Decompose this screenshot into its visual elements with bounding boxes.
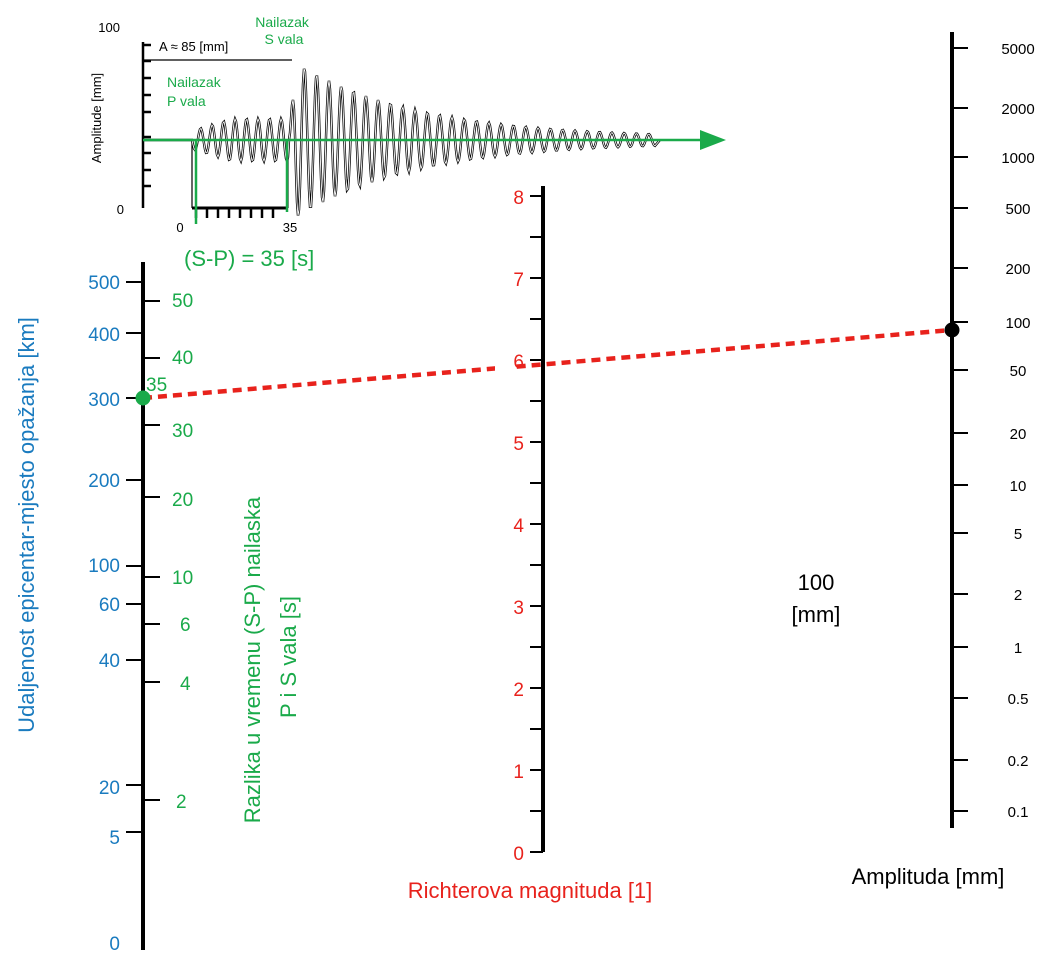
distance-tick-label: 200 xyxy=(88,471,120,492)
magnitude-tick-label: 1 xyxy=(513,762,524,783)
amplitude-tick-label: 10 xyxy=(1010,478,1027,495)
s-wave-label-line-1: Nailazak xyxy=(255,14,310,30)
amplitude-tick-label: 100 xyxy=(1005,315,1030,332)
amplitude-reading-unit: [mm] xyxy=(792,602,841,627)
magnitude-tick-label: 3 xyxy=(513,598,524,619)
amplitude-tick-label: 5 xyxy=(1014,526,1022,543)
amplitude-tick-label: 2000 xyxy=(1001,101,1034,118)
sp-tick-label: 50 xyxy=(172,291,193,312)
amplitude-tick-label: 1 xyxy=(1014,640,1022,657)
inset-x-start-label: 0 xyxy=(176,220,183,235)
sp-tick-label: 40 xyxy=(172,348,193,369)
sp-tick-labels: 50 40 30 20 10 6 4 2 xyxy=(172,291,193,813)
amplitude-scale-title: Amplituda [mm] xyxy=(852,864,1005,889)
nomogram-connector: 35 xyxy=(135,322,960,406)
magnitude-scale-ticks xyxy=(530,195,543,853)
sp-tick-label: 10 xyxy=(172,568,193,589)
magnitude-tick-label: 2 xyxy=(513,680,524,701)
amplitude-tick-label: 50 xyxy=(1010,363,1027,380)
sp-scale-title-line-2: P i S vala [s] xyxy=(276,596,301,718)
p-wave-label-line-2: P vala xyxy=(167,93,206,109)
magnitude-tick-label: 5 xyxy=(513,434,524,455)
inset-x-end-label: 35 xyxy=(283,220,297,235)
distance-tick-label: 60 xyxy=(99,595,120,616)
magnitude-tick-label: 6 xyxy=(513,352,524,373)
amplitude-tick-label: 200 xyxy=(1005,261,1030,278)
distance-tick-labels: 500 400 300 200 100 60 40 20 5 0 xyxy=(88,273,120,954)
p-wave-label-line-1: Nailazak xyxy=(167,74,222,90)
distance-scale-ticks xyxy=(126,281,160,833)
magnitude-tick-labels: 8 7 6 5 4 3 2 1 0 xyxy=(513,188,524,865)
sp-tick-label: 20 xyxy=(172,490,193,511)
magnitude-tick-label: 7 xyxy=(513,270,524,291)
sp-reading-point xyxy=(135,390,151,406)
distance-tick-label: 300 xyxy=(88,390,120,411)
amplitude-tick-labels: 5000 2000 1000 500 200 100 50 20 10 5 2 1 0.5 0.2 0.1 xyxy=(1001,41,1034,821)
magnitude-tick-label: 8 xyxy=(513,188,524,209)
sp-result-label: (S-P) = 35 [s] xyxy=(184,246,314,271)
magnitude-scale-title: Richterova magnituda [1] xyxy=(408,878,653,903)
magnitude-scale: 8 7 6 5 4 3 2 1 0 Richterova magnituda [1] xyxy=(408,186,653,903)
connector-dashed-line xyxy=(142,327,953,401)
distance-tick-label: 0 xyxy=(109,934,120,954)
seismogram-waveform-highlight xyxy=(143,68,661,216)
amplitude-note: A ≈ 85 [mm] xyxy=(159,39,228,54)
amplitude-tick-label: 0.2 xyxy=(1008,753,1029,770)
distance-tick-label: 40 xyxy=(99,651,120,672)
distance-tick-label: 400 xyxy=(88,325,120,346)
s-wave-arrival-label: Nailazak S vala xyxy=(255,14,313,47)
amplitude-tick-label: 1000 xyxy=(1001,150,1034,167)
amplitude-reading-point xyxy=(944,322,960,338)
inset-y-min-label: 0 xyxy=(117,202,124,217)
amplitude-scale: 5000200010005002001005020105210.50.20.1 … xyxy=(792,32,1035,889)
inset-y-ticks xyxy=(143,43,151,188)
distance-tick-label: 20 xyxy=(99,778,120,799)
sp-scale-title: Razlika u vremenu (S-P) nailaska P i S v… xyxy=(240,491,301,824)
sp-scale-title-line-1: Razlika u vremenu (S-P) nailaska xyxy=(240,496,265,823)
magnitude-tick-label: 4 xyxy=(513,516,524,537)
inset-y-max-label: 100 xyxy=(98,20,120,35)
sp-tick-label: 2 xyxy=(176,792,187,813)
sp-tick-label: 6 xyxy=(180,615,191,636)
time-axis-arrowhead xyxy=(700,130,726,150)
amplitude-tick-label: 2 xyxy=(1014,587,1022,604)
distance-scale-title: Udaljenost epicentar-mjesto opažanja [km… xyxy=(14,317,39,733)
p-wave-arrival-label: Nailazak P vala xyxy=(167,74,225,109)
sp-tick-label: 4 xyxy=(180,674,191,695)
connector-label-gap xyxy=(495,352,511,374)
sp-reading-label: 35 xyxy=(146,375,167,396)
distance-tick-label: 100 xyxy=(88,556,120,577)
distance-tick-label: 5 xyxy=(109,828,120,849)
sp-tick-label: 30 xyxy=(172,421,193,442)
seismogram-inset: 100 0 Amplitude [mm] 0 35 A ≈ 85 [mm] Na… xyxy=(89,14,726,271)
amplitude-reading-value: 100 xyxy=(798,570,835,595)
amplitude-scale-ticks xyxy=(952,47,968,812)
inset-y-axis-title: Amplitude [mm] xyxy=(89,73,104,163)
amplitude-tick-label: 20 xyxy=(1010,426,1027,443)
distance-tick-label: 500 xyxy=(88,273,120,294)
s-wave-label-line-2: S vala xyxy=(265,31,304,47)
amplitude-tick-label: 5000 xyxy=(1001,41,1034,58)
amplitude-tick-label: 500 xyxy=(1005,201,1030,218)
amplitude-tick-label: 0.5 xyxy=(1008,691,1029,708)
amplitude-note-background xyxy=(156,36,286,56)
amplitude-tick-label: 0.1 xyxy=(1008,804,1029,821)
magnitude-tick-label: 0 xyxy=(513,844,524,865)
